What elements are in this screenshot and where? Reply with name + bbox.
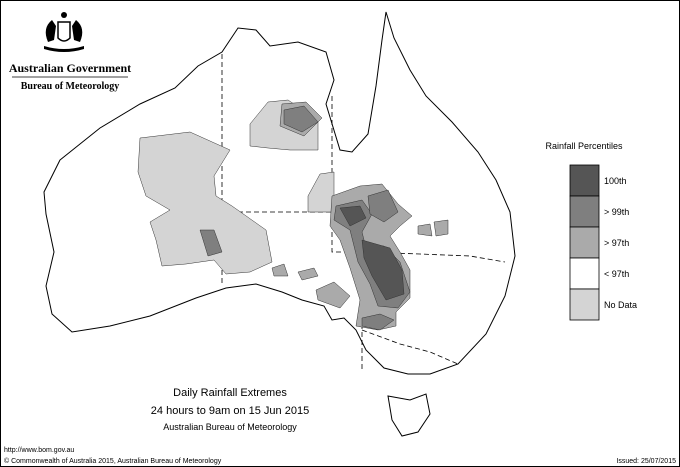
legend-label: > 97th	[604, 238, 629, 248]
caption-title: Daily Rainfall Extremes	[173, 387, 287, 399]
legend-swatch	[569, 195, 600, 228]
footer-issued: Issued: 25/07/2015	[616, 458, 676, 465]
footer-copyright: © Commonwealth of Australia 2015, Austra…	[4, 457, 222, 465]
footer-url: http://www.bom.gov.au	[4, 447, 74, 454]
coat-of-arms	[44, 12, 84, 52]
legend-swatch	[569, 226, 600, 259]
legend: 100th > 99th > 97th < 97th No Data	[569, 164, 637, 321]
agency-name: Bureau of Meteorology	[21, 81, 120, 92]
legend-swatch	[569, 288, 600, 321]
legend-title: Rainfall Percentiles	[545, 141, 623, 151]
legend-label: No Data	[604, 300, 637, 310]
legend-label: 100th	[604, 176, 627, 186]
government-name: Australian Government	[9, 61, 131, 75]
legend-label: < 97th	[604, 269, 629, 279]
tasmania	[387, 393, 431, 437]
legend-label: > 99th	[604, 207, 629, 217]
rainfall-regions	[137, 99, 449, 331]
legend-swatch	[569, 257, 600, 290]
caption-period: 24 hours to 9am on 15 Jun 2015	[151, 405, 309, 417]
caption-source: Australian Bureau of Meteorology	[163, 422, 297, 432]
legend-swatch	[569, 164, 600, 197]
